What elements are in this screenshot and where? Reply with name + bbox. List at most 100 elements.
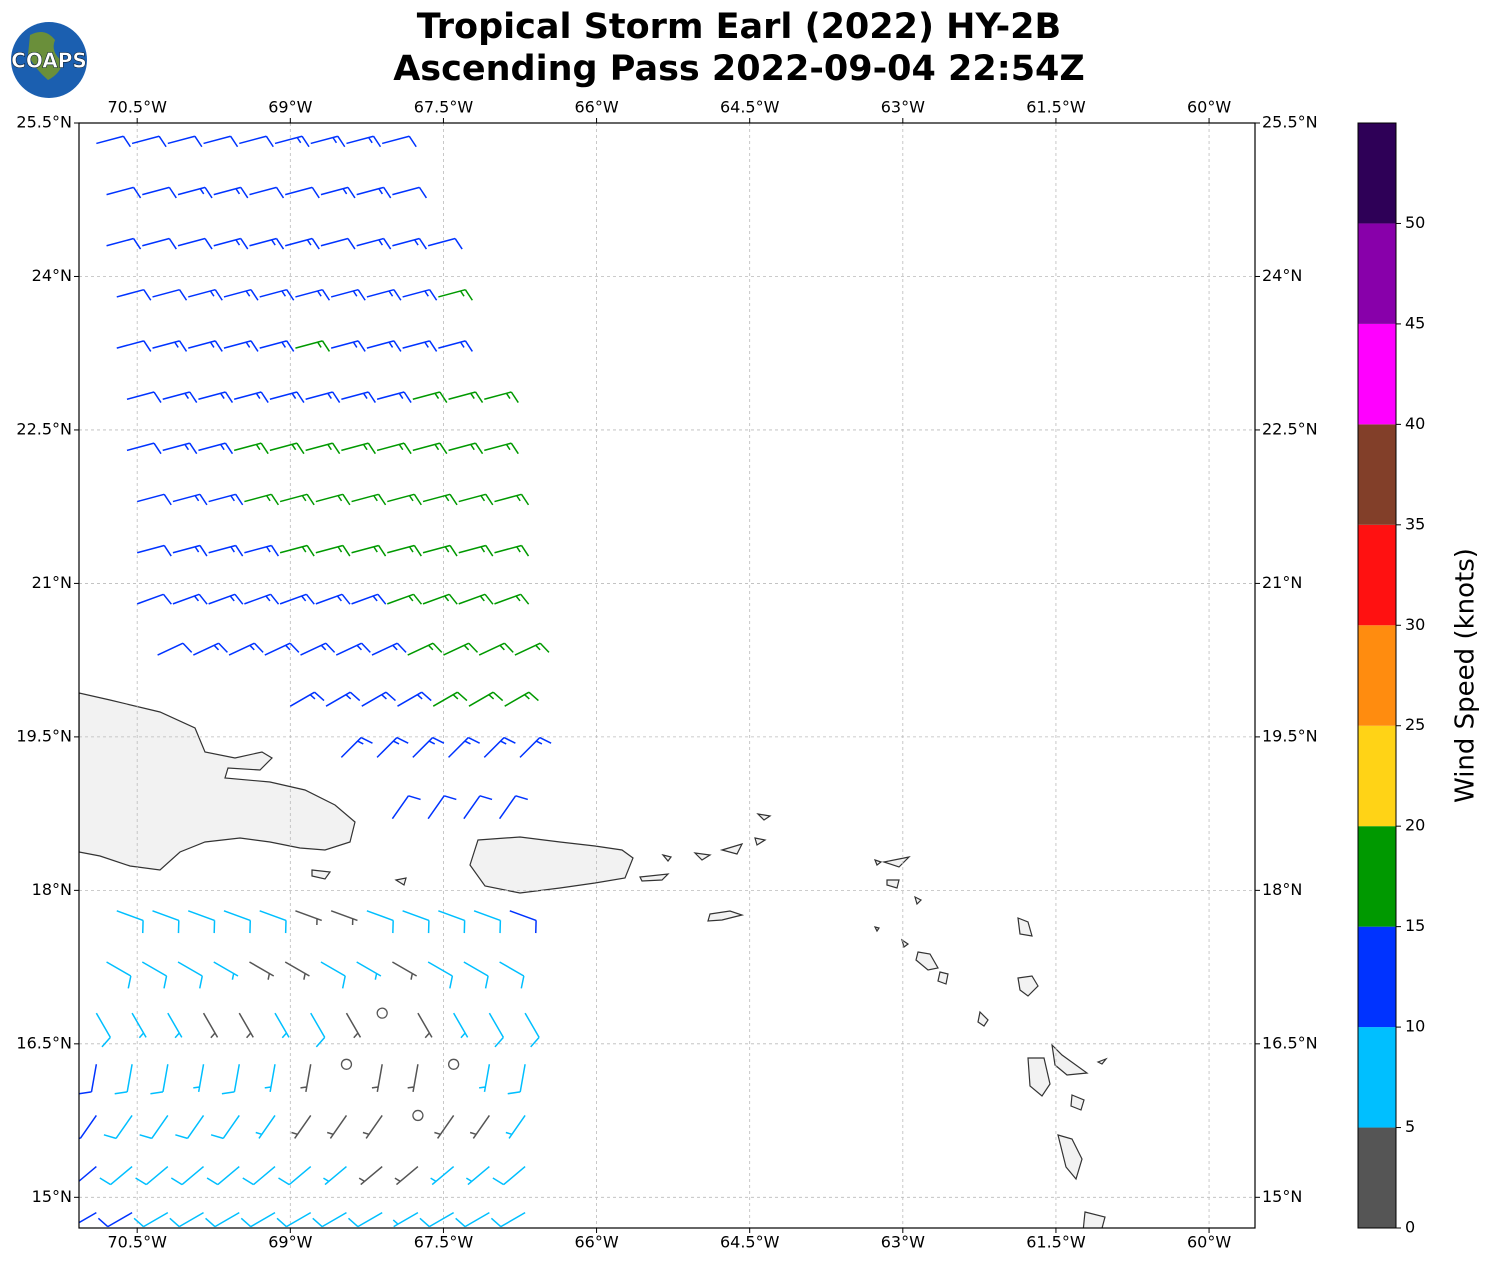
- wind-barb: [387, 493, 422, 506]
- wind-barb: [300, 1064, 312, 1093]
- wind-barb: [79, 1212, 97, 1224]
- wind-barb: [162, 442, 198, 455]
- wind-barb: [305, 442, 341, 455]
- wind-barb: [295, 910, 322, 926]
- wind-barb: [465, 1166, 490, 1186]
- wind-barb: [505, 1115, 526, 1139]
- wind-barb: [366, 288, 402, 301]
- title-line: Tropical Storm Earl (2022) HY-2B: [417, 7, 1061, 47]
- wind-barb: [233, 391, 269, 403]
- wind-barb: [223, 910, 252, 934]
- wind-barb: [152, 340, 188, 352]
- wind-barb: [131, 135, 167, 148]
- wind-barb: [347, 1212, 383, 1228]
- colorbar-label: Wind Speed (knots): [1451, 548, 1481, 803]
- wind-barb: [312, 1212, 347, 1228]
- wind-barb: [172, 593, 208, 605]
- wind-barb: [448, 391, 484, 403]
- y-tick-label: 15°N: [32, 1187, 72, 1206]
- wind-barb: [276, 1212, 312, 1228]
- wind-barb: [330, 910, 358, 926]
- y-tick-label: 24°N: [32, 266, 72, 285]
- wind-barb: [213, 186, 249, 199]
- wind-barb: [468, 691, 504, 707]
- wind-barb: [490, 1212, 526, 1228]
- wind-barb: [356, 186, 392, 199]
- wind-barb: [187, 910, 216, 934]
- wind-barb: [206, 1166, 240, 1186]
- x-tick-label: 60°W: [1187, 1233, 1231, 1252]
- wind-barb: [240, 1212, 276, 1228]
- wind-barb: [452, 1012, 469, 1039]
- wind-barb: [402, 288, 438, 301]
- wind-barb: [249, 186, 285, 199]
- wind-barb: [427, 237, 463, 250]
- wind-barb: [323, 1166, 347, 1186]
- y-tick-label: 18°N: [1262, 880, 1302, 899]
- colorbar-segment: [1358, 1127, 1396, 1228]
- wind-barb: [203, 135, 239, 148]
- wind-barb: [279, 493, 315, 506]
- y-tick-label: 19.5°N: [16, 726, 72, 745]
- wind-barb: [432, 691, 468, 707]
- colorbar-segment: [1358, 123, 1396, 224]
- wind-barb: [284, 961, 310, 980]
- colorbar-tick-label: 25: [1405, 715, 1425, 734]
- wind-barb: [97, 1212, 133, 1228]
- wind-barb: [494, 544, 530, 557]
- wind-barb: [438, 288, 473, 301]
- wind-barb: [95, 1012, 112, 1048]
- wind-barb: [412, 442, 448, 455]
- wind-barb: [524, 1012, 540, 1048]
- x-tick-label: 70.5°W: [107, 1233, 167, 1252]
- wind-barb: [340, 736, 373, 758]
- wind-barb: [202, 1012, 219, 1039]
- colorbar-tick-label: 50: [1405, 213, 1425, 232]
- wind-barb: [133, 1212, 169, 1228]
- wind-barb: [175, 1115, 205, 1140]
- wind-barb: [458, 544, 494, 557]
- wind-barb: [259, 340, 295, 352]
- wind-barb-calm: [412, 1109, 424, 1122]
- wind-barb: [295, 340, 331, 352]
- wind-barb: [152, 910, 180, 934]
- wind-barb: [259, 288, 295, 301]
- y-tick-label: 24°N: [1262, 266, 1302, 285]
- x-tick-label: 66°W: [574, 1233, 618, 1252]
- wind-barb: [392, 186, 428, 199]
- y-tick-label: 21°N: [32, 573, 72, 592]
- wind-barb: [131, 1012, 147, 1039]
- colorbar-tick-label: 35: [1405, 514, 1425, 533]
- wind-barb: [213, 237, 249, 250]
- wind-barb: [269, 391, 305, 403]
- wind-barb: [499, 961, 525, 989]
- wind-barb: [351, 544, 387, 557]
- colorbar-segment: [1358, 223, 1396, 324]
- coastline: [915, 917, 1108, 1228]
- wind-barb: [488, 1012, 505, 1048]
- x-tick-label: 69°W: [268, 1233, 312, 1252]
- wind-barb: [172, 544, 208, 557]
- logo-land: [28, 31, 63, 80]
- wind-barb: [141, 961, 168, 989]
- wind-barb: [167, 135, 203, 148]
- colorbar-frame: [1357, 122, 1397, 1229]
- wind-barb: [249, 237, 285, 250]
- map-frame: [78, 122, 1256, 1229]
- wind-barb: [198, 391, 234, 403]
- wind-barb: [504, 691, 539, 707]
- wind-barb: [136, 544, 172, 557]
- y-tick-label: 18°N: [32, 880, 72, 899]
- title-line: Ascending Pass 2022-09-04 22:54Z: [393, 49, 1085, 89]
- wind-barb: [244, 593, 280, 605]
- wind-barb: [278, 1166, 312, 1186]
- wind-barb: [126, 391, 162, 403]
- wind-barb: [483, 736, 516, 758]
- colorbar-segment: [1358, 424, 1396, 525]
- wind-barb: [394, 1166, 419, 1186]
- wind-barb: [169, 1212, 204, 1228]
- y-tick-label: 16.5°N: [16, 1033, 72, 1052]
- wind-barb: [427, 795, 457, 820]
- wind-barb: [239, 135, 274, 148]
- wind-barb: [335, 642, 371, 656]
